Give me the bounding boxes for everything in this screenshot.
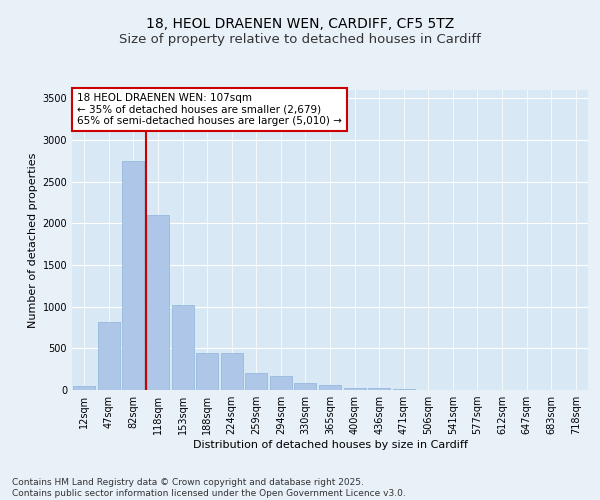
X-axis label: Distribution of detached houses by size in Cardiff: Distribution of detached houses by size … bbox=[193, 440, 467, 450]
Bar bbox=[295, 382, 316, 390]
Bar bbox=[270, 376, 292, 390]
Bar bbox=[172, 305, 194, 390]
Bar bbox=[245, 374, 268, 390]
Bar bbox=[392, 389, 415, 390]
Y-axis label: Number of detached properties: Number of detached properties bbox=[28, 152, 38, 328]
Bar bbox=[147, 215, 169, 390]
Text: 18 HEOL DRAENEN WEN: 107sqm
← 35% of detached houses are smaller (2,679)
65% of : 18 HEOL DRAENEN WEN: 107sqm ← 35% of det… bbox=[77, 93, 342, 126]
Bar bbox=[196, 352, 218, 390]
Text: Contains HM Land Registry data © Crown copyright and database right 2025.
Contai: Contains HM Land Registry data © Crown c… bbox=[12, 478, 406, 498]
Bar bbox=[98, 322, 120, 390]
Bar bbox=[122, 161, 145, 390]
Bar bbox=[73, 386, 95, 390]
Text: Size of property relative to detached houses in Cardiff: Size of property relative to detached ho… bbox=[119, 32, 481, 46]
Bar bbox=[344, 388, 365, 390]
Text: 18, HEOL DRAENEN WEN, CARDIFF, CF5 5TZ: 18, HEOL DRAENEN WEN, CARDIFF, CF5 5TZ bbox=[146, 18, 454, 32]
Bar bbox=[221, 352, 243, 390]
Bar bbox=[319, 385, 341, 390]
Bar bbox=[368, 388, 390, 390]
